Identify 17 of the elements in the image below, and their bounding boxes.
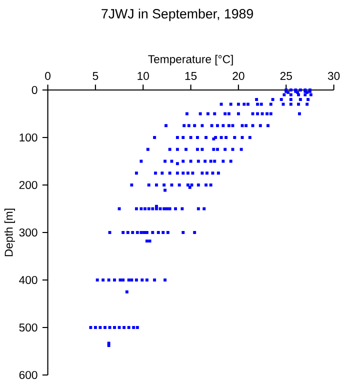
x-tick-label: 15: [186, 72, 197, 80]
x-tick-label: 25: [280, 72, 292, 80]
x-tick-label: 20: [232, 72, 245, 80]
x-axis-title: Temperature [°C]: [148, 54, 234, 66]
y-tick-label: 400: [19, 276, 38, 284]
y-axis-title: Depth [m]: [4, 208, 16, 256]
x-tick-label: 30: [328, 72, 340, 80]
x-tick-label: 0: [45, 72, 51, 80]
x-tick-label: 10: [138, 72, 150, 80]
y-tick-label: 600: [20, 371, 38, 380]
x-tick-label: 5: [92, 72, 98, 80]
y-tick-label: 0: [32, 86, 38, 94]
chart-title: 7JWJ in September, 1989: [102, 8, 254, 22]
y-tick-label: 500: [20, 323, 38, 332]
y-tick-label: 200: [20, 180, 38, 190]
y-tick-label: 300: [20, 228, 38, 237]
y-tick-label: 100: [20, 133, 38, 142]
